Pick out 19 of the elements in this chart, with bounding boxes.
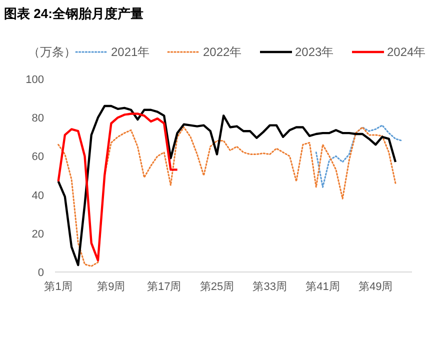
legend-label: 2023年 bbox=[295, 45, 334, 59]
x-tick-label: 第49周 bbox=[358, 281, 393, 293]
x-tick-label: 第9周 bbox=[97, 281, 126, 293]
x-tick-label: 第33周 bbox=[252, 281, 287, 293]
x-tick-label: 第41周 bbox=[306, 281, 340, 293]
y-tick-label: 80 bbox=[32, 112, 44, 125]
y-tick-label: 0 bbox=[38, 267, 44, 279]
chart-title: 图表 24:全钢胎月度产量 bbox=[4, 6, 144, 21]
legend-label: 2021年 bbox=[111, 45, 150, 59]
x-tick-label: 第1周 bbox=[44, 281, 72, 293]
y-tick-label: 20 bbox=[32, 228, 44, 240]
y-axis-title: （万条） bbox=[28, 45, 76, 59]
x-tick-label: 第17周 bbox=[146, 281, 182, 293]
y-tick-label: 40 bbox=[32, 190, 44, 202]
legend-label: 2022年 bbox=[203, 45, 242, 59]
y-tick-label: 60 bbox=[32, 151, 44, 164]
legend-label: 2024年 bbox=[387, 45, 426, 59]
x-tick-label: 第25周 bbox=[200, 281, 234, 293]
y-tick-label: 100 bbox=[26, 74, 44, 86]
